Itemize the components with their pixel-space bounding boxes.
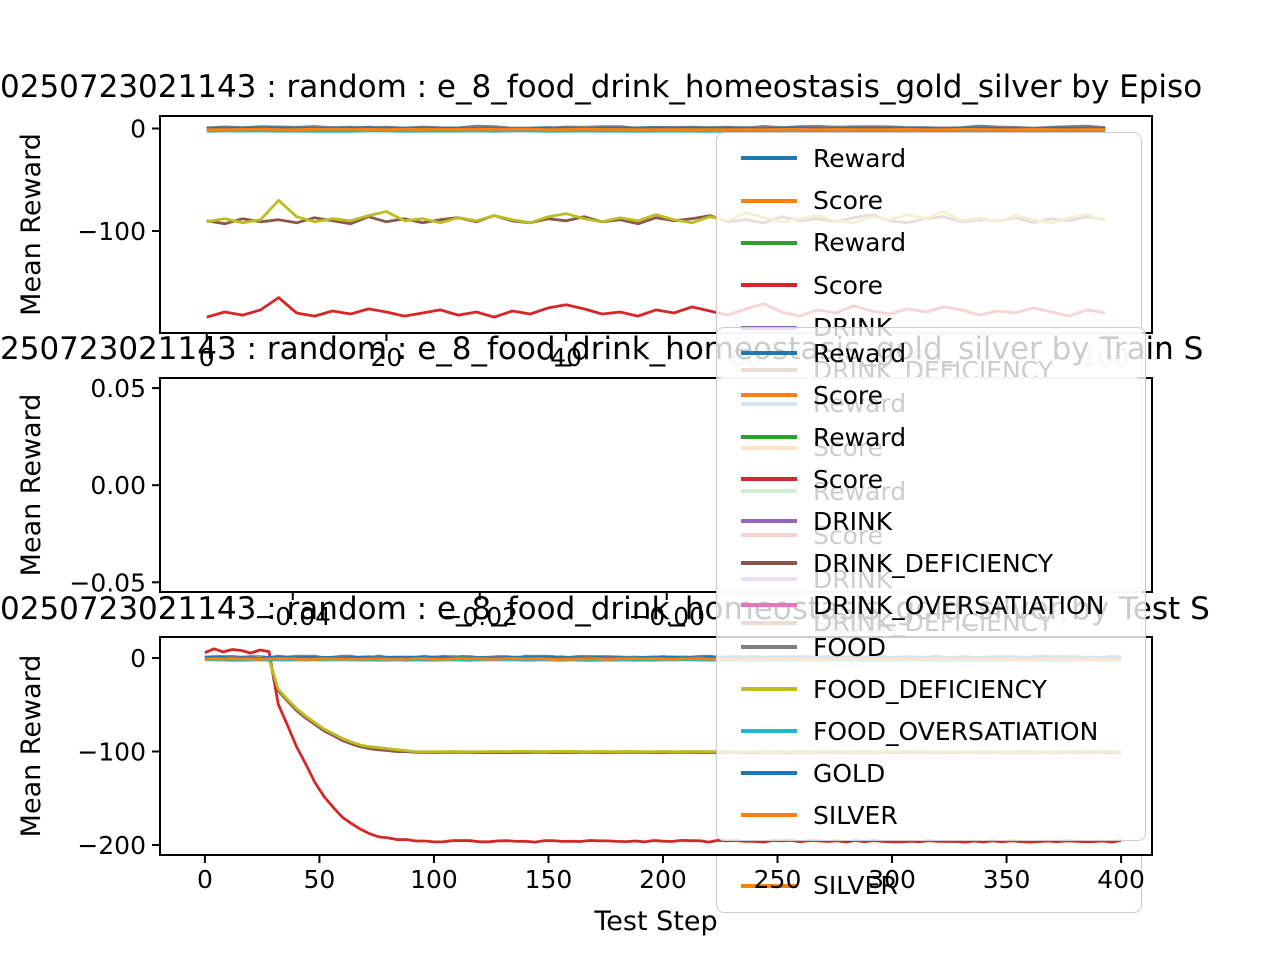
x-tick-label: 0 [199,343,215,372]
y-tick-label: −0.05 [69,568,146,597]
y-tick-label: 0 [130,644,146,673]
legend-item: Reward [741,332,1145,374]
x-tick-label: −0.02 [441,602,518,631]
legend-label: DRINK_DEFICIENCY [813,548,1054,578]
legend-label: Reward [813,143,907,173]
legend-line-swatch [741,729,797,733]
legend-label: FOOD_OVERSATIATION [813,716,1099,746]
legend-item: Reward [741,137,1141,179]
x-tick-label: 100 [410,865,458,894]
legend-label: Reward [813,228,907,258]
legend-test-step: Reward Score Reward Score DRINK DRINK_DEFICIE… [716,327,1146,841]
x-tick-label: 200 [639,865,687,894]
legend-line-swatch [741,603,797,607]
series-line-silver [206,127,1106,132]
legend-label: FOOD [813,632,886,662]
legend-item: DRINK_DEFICIENCY [741,542,1145,584]
legend-item: Reward [741,416,1145,458]
y-tick-label: −100 [77,738,146,767]
y-tick-label: 0.05 [90,374,146,403]
legend-line-swatch [741,813,797,817]
x-tick-label: 0 [197,865,213,894]
legend-item: SILVER [741,794,1145,836]
legend-item: DRINK_OVERSATIATION [741,584,1145,626]
x-tick-label: 40 [550,343,582,372]
legend-label: Reward [813,338,907,368]
y-axis-label: Mean Reward [16,655,47,838]
legend-line-swatch [741,477,797,481]
y-tick-label: −200 [77,831,146,860]
legend-label: Score [813,464,884,494]
y-tick-label: 0 [130,115,146,144]
x-tick-label: 350 [983,865,1031,894]
legend-item: Score [741,264,1141,306]
legend-label: DRINK [813,506,893,536]
legend-item: FOOD_DEFICIENCY [741,668,1145,710]
x-tick-label: −0.04 [254,602,331,631]
legend-label: Score [813,186,884,216]
legend-item: FOOD [741,626,1145,668]
legend-line-swatch [741,393,797,397]
legend-line-swatch [741,771,797,775]
legend-line-swatch [741,283,797,288]
legend-item: DRINK [741,500,1145,542]
axes-spines [159,636,1153,856]
legend-line-swatch [741,561,797,565]
x-tick-label: 20 [371,343,403,372]
axes-spines [159,115,1153,334]
legend-line-swatch [741,519,797,523]
legend-item: Reward [741,222,1141,264]
legend-label: SILVER [813,871,898,901]
legend-label: DRINK_OVERSATIATION [813,590,1105,620]
legend-line-swatch [741,645,797,649]
legend-line-swatch [741,435,797,439]
x-tick-label: −0.00 [628,602,705,631]
legend-label: Score [813,270,884,300]
x-tick-label: 150 [525,865,573,894]
legend-item: FOOD_OVERSATIATION [741,710,1145,752]
x-tick-label: 250 [754,865,802,894]
legend-line-swatch [741,198,797,203]
bottom-plot-xlabel: Test Step [594,906,718,937]
legend-item: SILVER [741,864,1141,908]
y-axis-label: Mean Reward [16,394,47,577]
legend-item: Score [741,179,1141,221]
legend-label: Reward [813,422,907,452]
x-tick-label: 50 [304,865,336,894]
y-tick-label: −100 [77,217,146,246]
y-axis-label: Mean Reward [16,133,47,316]
legend-label: Score [813,380,884,410]
legend-line-swatch [741,156,797,161]
y-tick-label: 0.00 [90,471,146,500]
legend-line-swatch [741,351,797,355]
plot-lines [206,124,1106,319]
x-tick-label: 300 [868,865,916,894]
legend-line-swatch [741,883,797,888]
legend-item: Score [741,458,1145,500]
legend-label: FOOD_DEFICIENCY [813,674,1047,704]
top-plot-title: 0250723021143 : random : e_8_food_drink_… [0,69,1203,105]
legend-label: SILVER [813,800,898,830]
legend-label: GOLD [813,758,886,788]
x-tick-label: 400 [1097,865,1145,894]
legend-line-swatch [741,240,797,245]
legend-item: Score [741,374,1145,416]
legend-item: GOLD [741,752,1145,794]
series-line-score [204,647,1122,844]
legend-line-swatch [741,687,797,691]
